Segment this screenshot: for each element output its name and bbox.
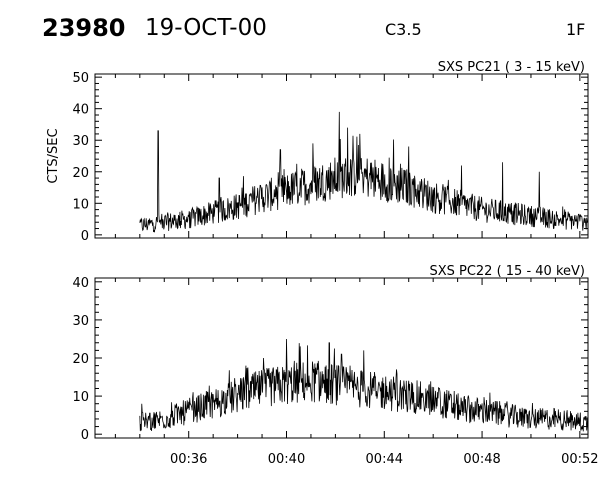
y-tick-label: 10 (72, 197, 89, 212)
plot-frame (94, 73, 589, 239)
x-tick-label: 00:48 (463, 452, 500, 467)
y-tick-label: 40 (72, 103, 89, 118)
event-date: 19-OCT-00 (145, 15, 267, 41)
y-tick-label: 0 (81, 428, 89, 443)
count-rate-line (139, 111, 588, 233)
y-tick-label: 30 (72, 314, 89, 329)
flare-class: C3.5 (385, 20, 422, 39)
event-id: 23980 (42, 14, 126, 42)
y-axis-label: CTS/SEC (46, 128, 61, 183)
x-tick-label: 00:52 (561, 452, 598, 467)
y-tick-label: 0 (81, 229, 89, 244)
count-rate-line (139, 338, 589, 432)
panel-title: SXS PC21 ( 3 - 15 keV) (438, 60, 585, 75)
y-tick-label: 20 (72, 166, 89, 181)
y-tick-label: 50 (72, 71, 89, 86)
y-tick-label: 40 (72, 276, 89, 291)
y-tick-label: 20 (72, 352, 89, 367)
figure-id: 1F (566, 20, 586, 39)
x-tick-label: 00:36 (170, 452, 207, 467)
panel-title: SXS PC22 ( 15 - 40 keV) (429, 264, 585, 279)
y-tick-label: 30 (72, 134, 89, 149)
y-tick-label: 10 (72, 390, 89, 405)
x-tick-label: 00:40 (268, 452, 305, 467)
x-tick-label: 00:44 (366, 452, 403, 467)
